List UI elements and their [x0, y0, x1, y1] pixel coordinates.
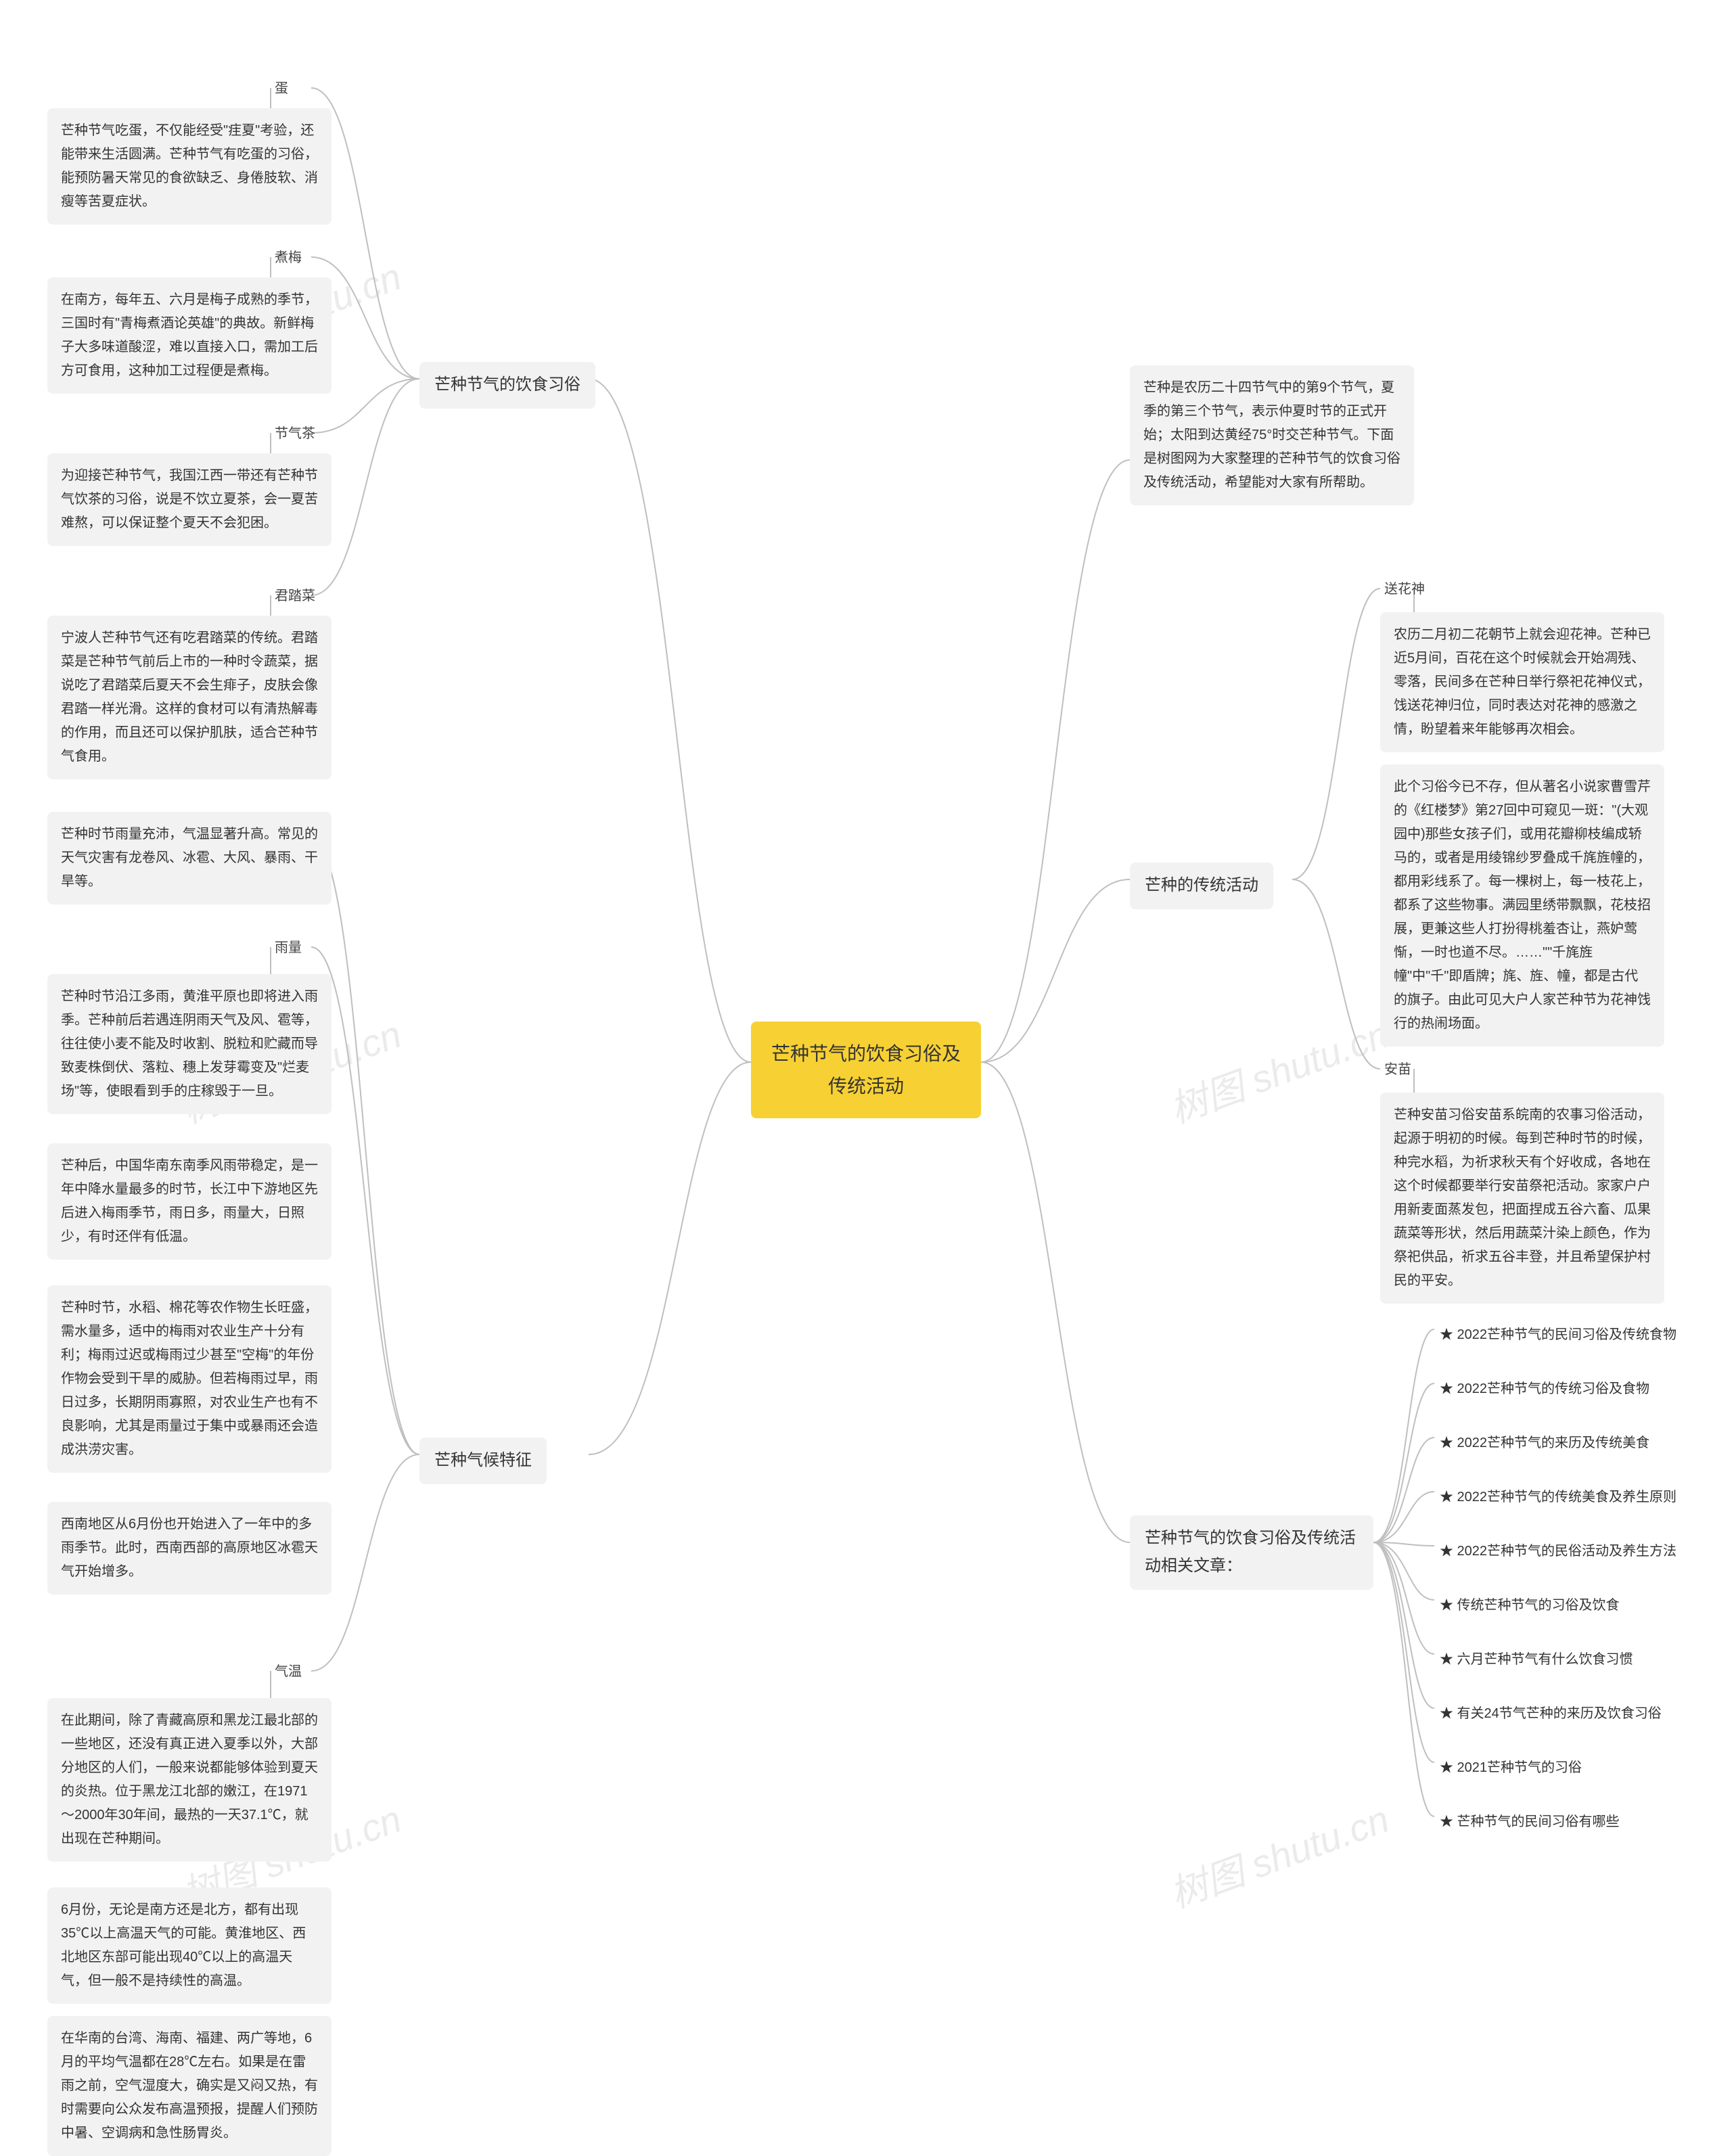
- leaf-temp: 气温: [271, 1657, 306, 1686]
- link-item-7[interactable]: ★ 有关24节气芒种的来历及饮食习俗: [1434, 1698, 1667, 1729]
- link-item-3[interactable]: ★ 2022芒种节气的传统美食及养生原则: [1434, 1482, 1682, 1513]
- leaf-juncai: 君踏菜: [271, 582, 319, 610]
- leaf-rain: 雨量: [271, 934, 306, 962]
- root-node[interactable]: 芒种节气的饮食习俗及传统活动: [751, 1022, 981, 1118]
- text-temp1: 在此期间，除了青藏高原和黑龙江最北部的一些地区，还没有真正进入夏季以外，大部分地…: [47, 1698, 332, 1862]
- text-flower-ref: 此个习俗今已不存，但从著名小说家曹雪芹的《红楼梦》第27回中可窥见一斑："(大观…: [1380, 764, 1664, 1047]
- text-flower-god: 农历二月初二花朝节上就会迎花神。芒种已近5月间，百花在这个时候就会开始凋残、零落…: [1380, 612, 1664, 752]
- text-climate-overview: 芒种时节雨量充沛，气温显著升高。常见的天气灾害有龙卷风、冰雹、大风、暴雨、干旱等…: [47, 812, 332, 904]
- branch-traditions[interactable]: 芒种的传统活动: [1130, 863, 1273, 909]
- link-item-9[interactable]: ★ 芒种节气的民间习俗有哪些: [1434, 1806, 1625, 1837]
- branch-links[interactable]: 芒种节气的饮食习俗及传统活动相关文章：: [1130, 1515, 1373, 1590]
- leaf-flower-god: 送花神: [1380, 575, 1429, 603]
- link-item-5[interactable]: ★ 传统芒种节气的习俗及饮食: [1434, 1590, 1625, 1621]
- text-temp3: 在华南的台湾、海南、福建、两广等地，6月的平均气温都在28℃左右。如果是在雷雨之…: [47, 2016, 332, 2156]
- text-rain4: 西南地区从6月份也开始进入了一年中的多雨季节。此时，西南西部的高原地区冰雹天气开…: [47, 1502, 332, 1595]
- text-rain3: 芒种时节，水稻、棉花等农作物生长旺盛，需水量多，适中的梅雨对农业生产十分有利；梅…: [47, 1285, 332, 1473]
- text-anmiao: 芒种安苗习俗安苗系皖南的农事习俗活动，起源于明初的时候。每到芒种时节的时候，种完…: [1380, 1093, 1664, 1304]
- link-item-0[interactable]: ★ 2022芒种节气的民间习俗及传统食物: [1434, 1319, 1682, 1350]
- link-item-4[interactable]: ★ 2022芒种节气的民俗活动及养生方法: [1434, 1536, 1682, 1567]
- leaf-anmiao: 安苗: [1380, 1055, 1415, 1084]
- leaf-tea: 节气茶: [271, 419, 319, 448]
- link-item-6[interactable]: ★ 六月芒种节气有什么饮食习惯: [1434, 1644, 1639, 1675]
- text-rain2: 芒种后，中国华南东南季风雨带稳定，是一年中降水量最多的时节，长江中下游地区先后进…: [47, 1143, 332, 1260]
- text-plum: 在南方，每年五、六月是梅子成熟的季节，三国时有"青梅煮酒论英雄"的典故。新鲜梅子…: [47, 277, 332, 394]
- watermark: 树图 shutu.cn: [1161, 1789, 1396, 1919]
- branch-food[interactable]: 芒种节气的饮食习俗: [419, 362, 595, 409]
- watermark: 树图 shutu.cn: [1161, 1004, 1396, 1134]
- link-item-1[interactable]: ★ 2022芒种节气的传统习俗及食物: [1434, 1373, 1655, 1404]
- text-temp2: 6月份，无论是南方还是北方，都有出现35℃以上高温天气的可能。黄淮地区、西北地区…: [47, 1887, 332, 2004]
- text-juncai: 宁波人芒种节气还有吃君踏菜的传统。君踏菜是芒种节气前后上市的一种时令蔬菜，据说吃…: [47, 616, 332, 779]
- leaf-egg: 蛋: [271, 74, 292, 103]
- link-item-8[interactable]: ★ 2021芒种节气的习俗: [1434, 1752, 1587, 1783]
- text-egg: 芒种节气吃蛋，不仅能经受"疰夏"考验，还能带来生活圆满。芒种节气有吃蛋的习俗，能…: [47, 108, 332, 225]
- text-tea: 为迎接芒种节气，我国江西一带还有芒种节气饮茶的习俗，说是不饮立夏茶，会一夏苦难熬…: [47, 453, 332, 546]
- link-item-2[interactable]: ★ 2022芒种节气的来历及传统美食: [1434, 1427, 1655, 1459]
- leaf-plum: 煮梅: [271, 244, 306, 272]
- text-rain1: 芒种时节沿江多雨，黄淮平原也即将进入雨季。芒种前后若遇连阴雨天气及风、雹等，往往…: [47, 974, 332, 1114]
- branch-climate[interactable]: 芒种气候特征: [419, 1438, 547, 1484]
- intro-block: 芒种是农历二十四节气中的第9个节气，夏季的第三个节气，表示仲夏时节的正式开始；太…: [1130, 365, 1414, 505]
